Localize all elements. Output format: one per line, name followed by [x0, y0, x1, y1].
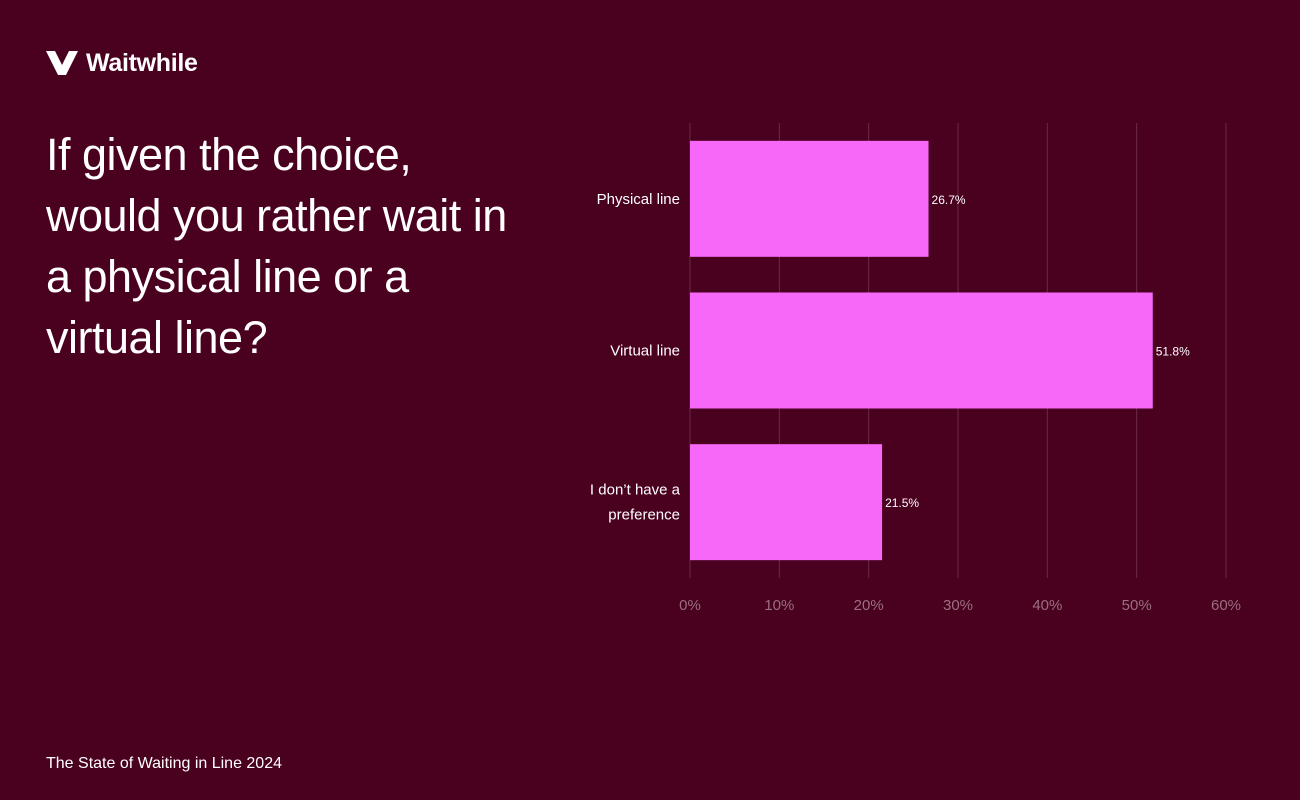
x-tick-label-5: 50%: [1122, 597, 1152, 614]
x-tick-label-2: 20%: [854, 597, 884, 614]
category-label-2-line-0: I don’t have a: [590, 482, 681, 499]
brand-logo: Waitwhile: [46, 50, 198, 76]
x-tick-label-3: 30%: [943, 597, 973, 614]
waitwhile-w-logo-icon: [46, 51, 78, 75]
bar-0: [690, 140, 929, 257]
chart-question-heading: If given the choice, would you rather wa…: [46, 129, 507, 363]
bar-2: [690, 444, 883, 561]
bar-value-label-2: 21.5%: [885, 496, 919, 510]
category-label-2-line-1: preference: [608, 507, 680, 524]
footer-source: The State of Waiting in Line 2024: [46, 755, 282, 772]
category-label-2: I don’t have a preference: [590, 482, 681, 524]
bar-1: [690, 292, 1153, 409]
category-label-1-line-0: Virtual line: [610, 343, 680, 360]
bar-value-label-1: 51.8%: [1156, 345, 1190, 359]
x-tick-label-1: 10%: [764, 597, 794, 614]
x-tick-label-0: 0%: [679, 597, 701, 614]
x-tick-label-6: 60%: [1211, 597, 1241, 614]
category-label-1: Virtual line: [610, 343, 680, 360]
x-tick-label-4: 40%: [1032, 597, 1062, 614]
category-label-0-line-0: Physical line: [597, 191, 680, 208]
brand-name: Waitwhile: [86, 49, 198, 77]
bar-value-label-0: 26.7%: [932, 193, 966, 207]
category-label-0: Physical line: [597, 191, 680, 208]
